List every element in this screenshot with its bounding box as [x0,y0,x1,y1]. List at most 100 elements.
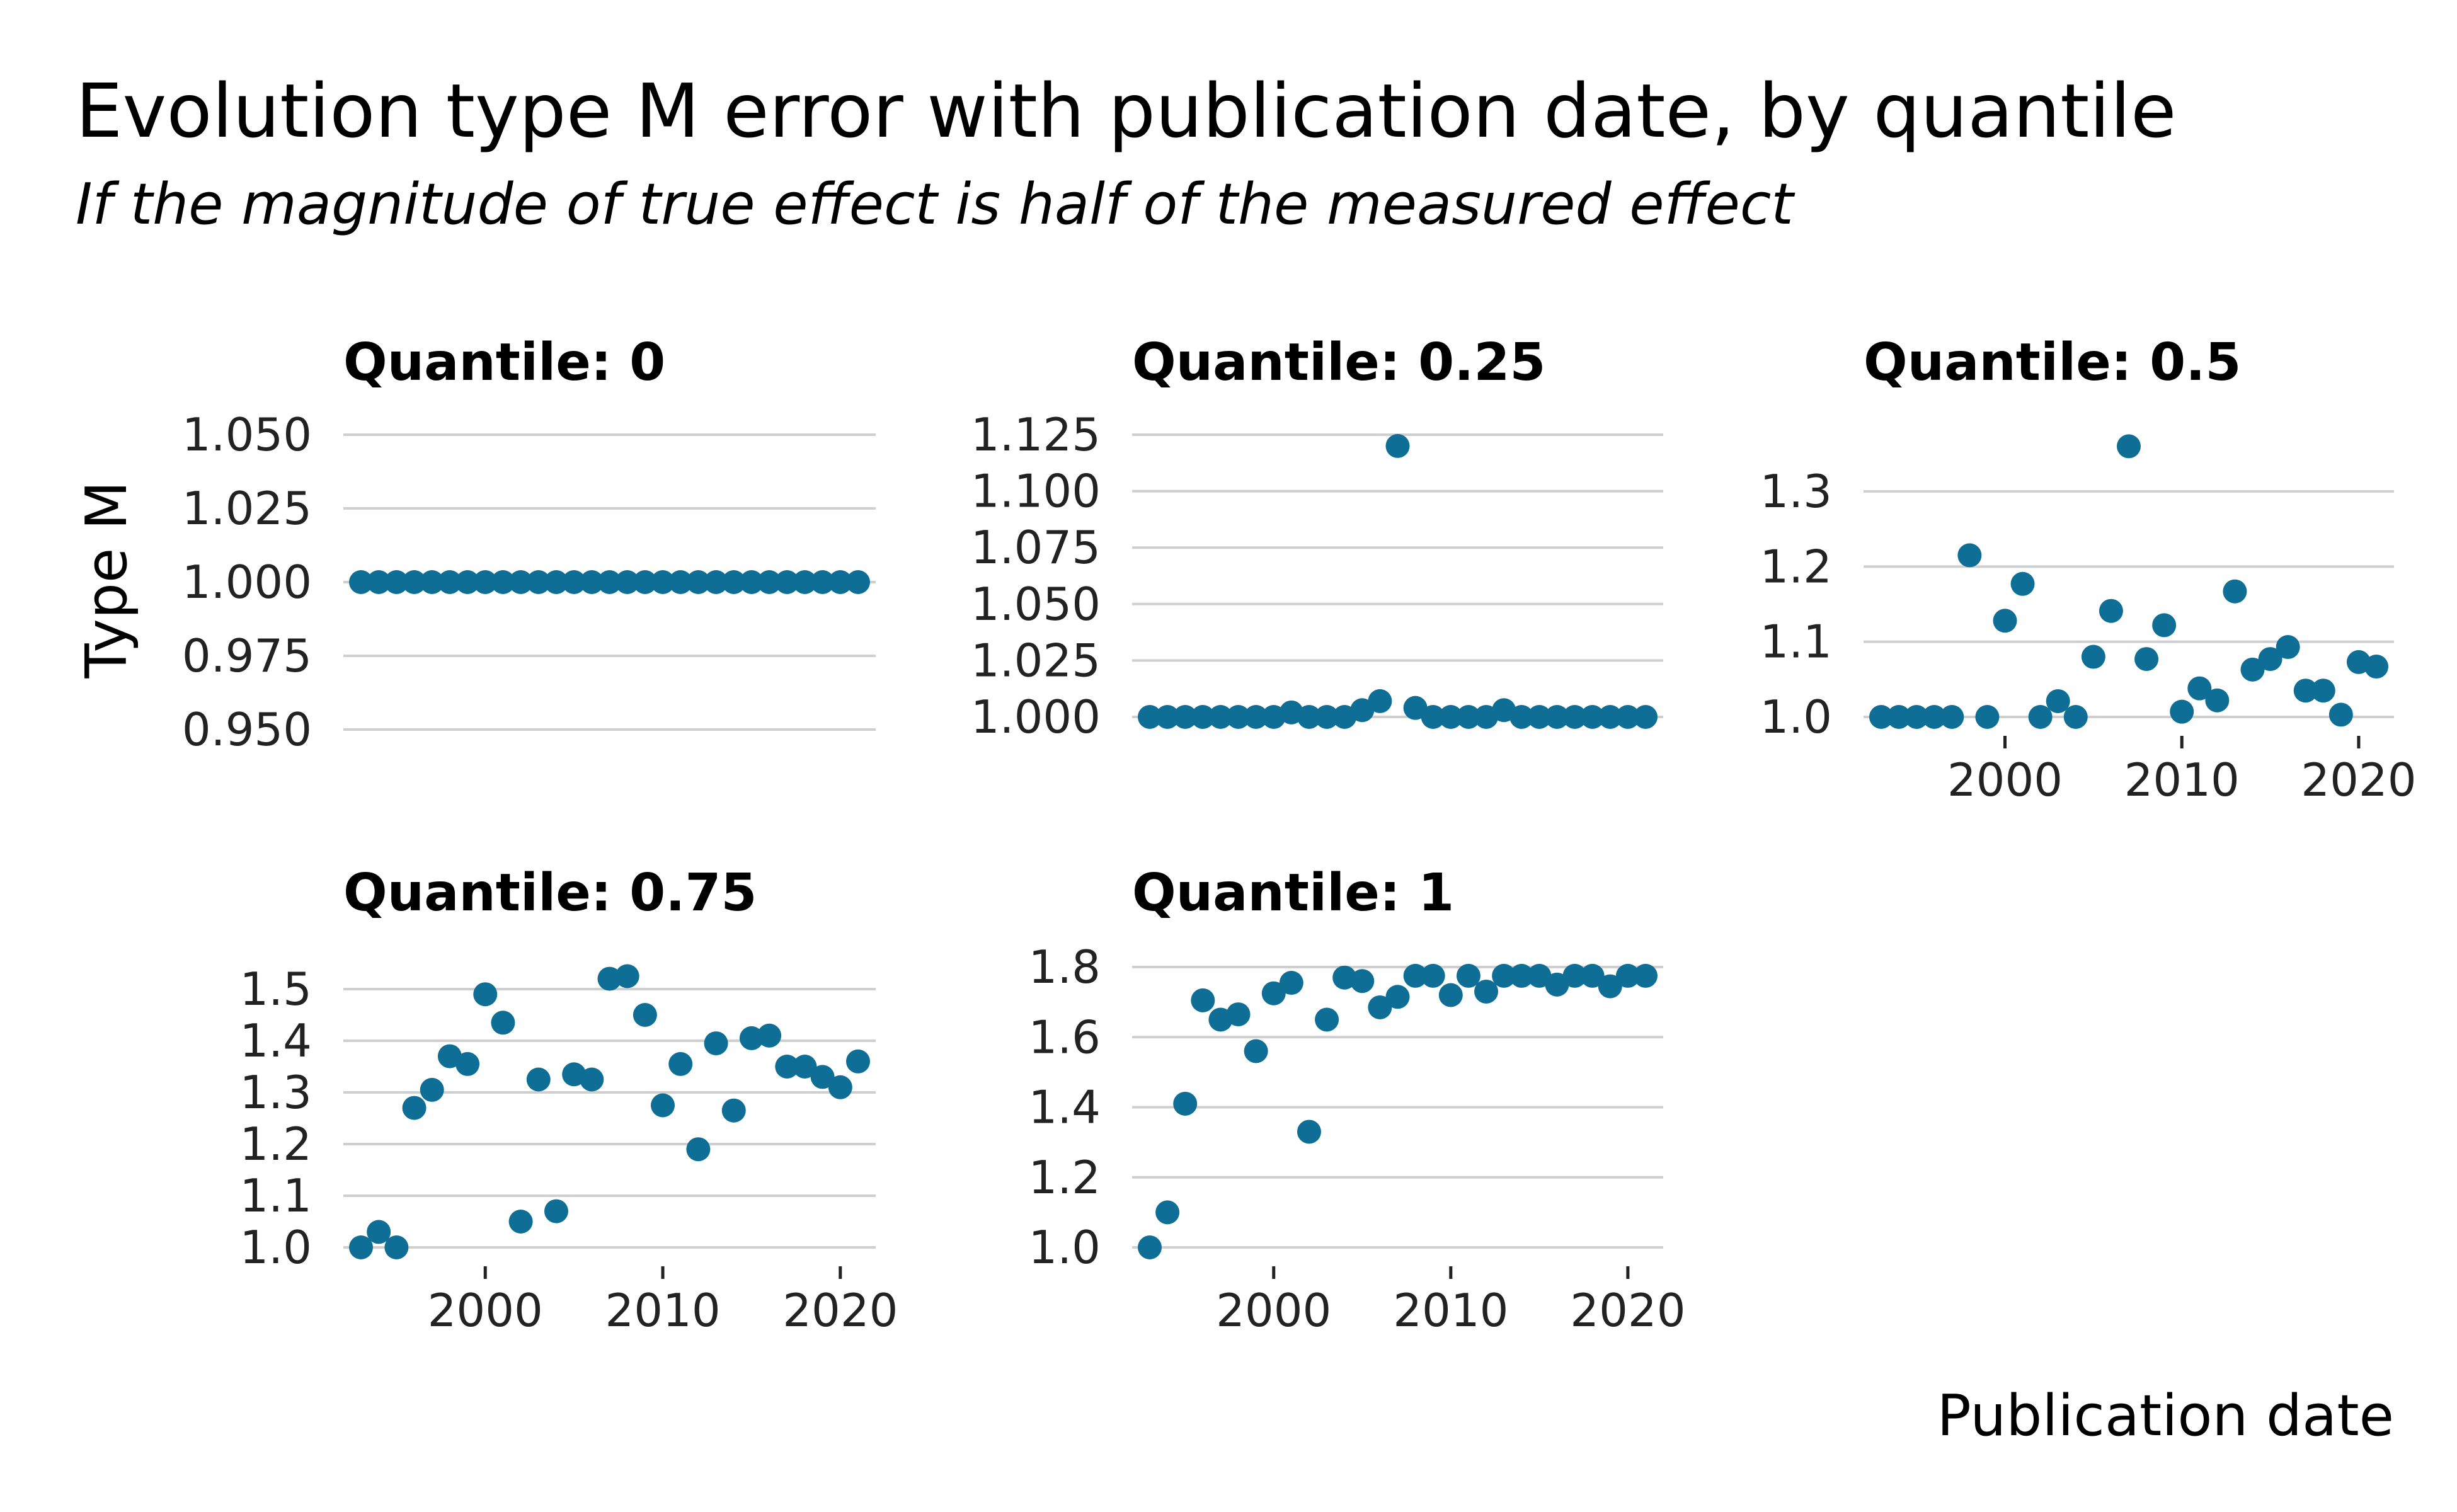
y-tick-label: 1.2 [1760,540,1832,593]
data-point [349,1235,373,1259]
facet-panel: Quantile: 0.25 1.0001.0251.0501.0751.1001… [971,333,1663,743]
y-tick-label: 1.1 [1760,616,1832,668]
data-point [580,570,604,594]
x-tick-label: 2010 [605,1284,720,1337]
data-point [1403,963,1428,988]
data-point [828,1075,852,1099]
data-point [2364,655,2388,679]
data-point [1993,609,2017,633]
data-point [1492,963,1516,988]
data-point [1922,705,1947,729]
data-point [651,1093,675,1118]
y-tick-label: 0.975 [182,629,312,682]
data-point [1474,979,1499,1004]
x-tick-label: 2020 [1570,1284,1685,1337]
data-point [597,966,622,991]
y-tick-label: 1.6 [1028,1011,1101,1063]
x-tick-label: 2020 [782,1284,898,1337]
data-point [384,570,409,594]
data-point [2276,635,2300,660]
x-tick-label: 2000 [1947,753,2063,806]
data-point [420,1077,444,1102]
data-point [775,570,799,594]
data-point [1155,1200,1180,1225]
data-point [1173,1091,1198,1116]
y-tick-label: 1.4 [239,1014,312,1067]
y-tick-label: 1.2 [1028,1151,1101,1204]
data-point [704,570,728,594]
data-point [1208,705,1233,729]
facet-panel: Quantile: 0 0.950 0.975 1.000 1.025 1.050 [182,333,876,756]
facet-panel: Quantile: 0.75 1.01.11.21.31.41.5 2000 2010… [239,863,898,1337]
data-point [1509,963,1534,988]
data-point [2328,702,2353,727]
data-point [615,964,639,988]
data-point [1244,1039,1268,1063]
data-point [1261,981,1286,1005]
data-point [775,1055,799,1079]
chart-title: Evolution type M error with publication … [76,67,2177,154]
data-point [1598,705,1622,729]
data-point [721,570,746,594]
y-tick-label: 1.125 [971,408,1101,461]
data-point [1368,689,1392,713]
data-point [615,570,639,594]
data-point [1421,705,1445,729]
data-point [1869,705,1893,729]
data-point [2152,613,2177,638]
data-point [1315,1007,1339,1032]
facet-title: Quantile: 0.75 [343,863,757,923]
data-point [2258,647,2282,672]
y-tick-label: 1.4 [1028,1081,1101,1134]
data-point [1615,963,1640,988]
y-tick-label: 1.3 [1760,465,1832,518]
data-point [1975,705,2000,729]
data-point [1580,963,1605,988]
data-point [1634,705,1658,729]
data-point [1527,705,1552,729]
data-point [1244,705,1268,729]
data-point [1615,705,1640,729]
facet-panels: Quantile: 00.9500.9751.0001.0251.050Quan… [182,333,2417,1337]
data-point [1562,963,1587,988]
data-point [846,1049,870,1074]
data-point [846,570,870,594]
y-tick-label: 1.8 [1028,941,1101,994]
y-tick-label: 1.050 [971,578,1101,631]
data-point [455,1051,480,1076]
data-point [2293,679,2318,703]
data-point [2046,689,2070,713]
data-point [491,1011,515,1035]
data-point [2187,676,2212,701]
data-point [810,1065,835,1089]
data-point [757,570,782,594]
data-point [2240,657,2265,682]
data-point [420,570,444,594]
data-point [455,570,480,594]
data-point [704,1031,728,1056]
y-tick-label: 1.0 [1028,1221,1101,1274]
data-point [544,1199,568,1223]
data-point [1350,698,1375,723]
y-tick-label: 1.5 [239,963,312,1016]
data-point [1904,705,1929,729]
data-point [2170,699,2194,724]
data-point [2010,571,2035,596]
y-tick-label: 1.2 [239,1118,312,1171]
data-point [1385,985,1410,1009]
data-point [2028,705,2053,729]
data-point [721,1098,746,1123]
data-point [1527,963,1552,988]
x-tick-label: 2010 [2124,753,2240,806]
data-point [1438,983,1463,1007]
data-point [1509,705,1534,729]
data-point [437,570,462,594]
data-point [526,570,551,594]
data-point [1191,988,1215,1012]
y-tick-label: 1.100 [971,465,1101,518]
y-tick-label: 1.075 [971,521,1101,574]
data-point [2117,434,2141,459]
data-point [1191,705,1215,729]
data-point [473,570,498,594]
data-point [1598,974,1622,999]
